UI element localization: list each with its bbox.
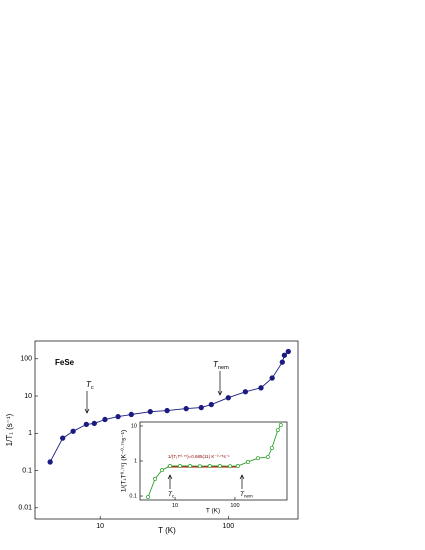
annotation-sub: c: [172, 493, 175, 498]
x-axis-label: T (K): [206, 508, 220, 515]
data-point: [285, 348, 291, 355]
data-point: [164, 407, 170, 414]
plot-frame: [139, 421, 288, 501]
data-point: [269, 446, 274, 450]
data-point: [208, 401, 214, 408]
arrow-head: [167, 474, 173, 480]
y-axis-label: 1/(T₁T⁰·⁷⁵) (K⁻⁰·⁷⁵s⁻¹): [120, 430, 128, 492]
data-point: [115, 413, 121, 420]
annotation-sub: nem: [244, 493, 253, 498]
data-point: [246, 459, 250, 464]
data-point: [258, 385, 264, 391]
data-point: [188, 464, 192, 468]
inset: 0.1 1 10 10 100 T (K) 1/(T₁T⁰·⁷⁵) (K⁻⁰·⁷⁵s⁻¹) 1…: [120, 421, 288, 515]
data-point: [197, 464, 202, 469]
x-tick-label: 100: [222, 523, 234, 530]
data-point: [225, 395, 231, 401]
data-point: [278, 423, 283, 427]
y-axis-label: 1/T₁ (s⁻¹): [5, 413, 14, 446]
data-point: [275, 428, 280, 433]
data-point: [146, 495, 151, 499]
x-tick-label: 10: [172, 503, 178, 509]
y-tick-label: 0.1: [129, 493, 137, 499]
annotation: FeSe: [55, 358, 75, 367]
data-point: [183, 405, 189, 412]
annotation-main: T: [86, 380, 92, 389]
y-tick-label: 1: [134, 458, 137, 464]
data-point: [255, 456, 260, 461]
data-point: [153, 476, 158, 481]
data-point: [207, 464, 212, 468]
data-point: [178, 464, 182, 468]
fit-label: 1/(T₁T⁰·⁷⁵)=0.685(11) K⁻⁰·⁷⁵s⁻¹: [168, 454, 230, 459]
data-point: [91, 420, 97, 427]
x-axis-label: T (K): [158, 526, 176, 535]
annotation-main: T: [168, 491, 173, 498]
x-tick-label: 100: [230, 503, 239, 509]
data-point: [47, 459, 53, 465]
y-tick-label: 1: [28, 430, 32, 437]
y-tick-label: 10: [131, 423, 137, 429]
plot-frame: [34, 340, 299, 520]
data-point: [242, 389, 249, 395]
annotation-sub: c: [91, 385, 94, 391]
y-tick-label: 0.01: [18, 505, 32, 512]
data-point: [235, 464, 240, 468]
arrow-head: [239, 474, 245, 480]
annotation-main: T: [240, 491, 245, 498]
x-tick-label: 10: [96, 523, 104, 530]
annotation: Tc: [168, 491, 175, 499]
y-tick-label: 0.1: [22, 467, 32, 474]
annotation: Tc: [86, 380, 94, 391]
annotation-sub: nem: [218, 365, 229, 371]
data-point: [102, 416, 108, 423]
y-tick-label: 100: [20, 356, 32, 363]
annotation-main: FeSe: [55, 358, 75, 367]
data-point: [279, 359, 285, 365]
annotation-main: T: [213, 360, 219, 369]
data-point: [265, 455, 270, 459]
data-point: [70, 428, 76, 434]
data-point: [228, 464, 233, 469]
annotation: Tnem: [213, 360, 229, 371]
annotation: Tnem: [240, 491, 253, 499]
data-point: [168, 464, 172, 468]
arrow-head: [84, 408, 90, 414]
data-point: [160, 468, 165, 473]
data-point: [60, 435, 66, 441]
arrow-head: [217, 390, 223, 396]
data-point: [83, 421, 89, 428]
data-point: [128, 411, 134, 418]
data-point: [217, 464, 222, 468]
data-point: [281, 352, 288, 358]
data-point: [147, 409, 153, 415]
data-point: [269, 375, 275, 381]
y-tick-label: 10: [24, 393, 32, 400]
data-point: [198, 404, 204, 411]
